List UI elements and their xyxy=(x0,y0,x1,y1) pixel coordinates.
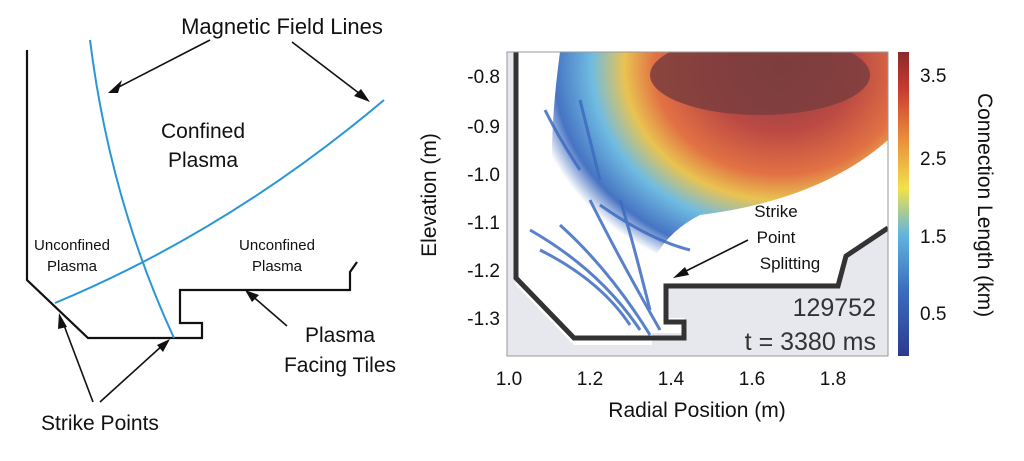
y-tick: -1.1 xyxy=(467,213,500,234)
strike-points-label: Strike Points xyxy=(41,412,159,435)
x-ticks: 1.0 1.2 1.4 1.6 1.8 xyxy=(496,369,846,390)
x-tick: 1.2 xyxy=(577,369,603,390)
plasma-facing-tiles-line2: Facing Tiles xyxy=(284,354,396,377)
y-tick: -0.9 xyxy=(467,117,500,138)
magnetic-field-lines-label: Magnetic Field Lines xyxy=(181,14,383,39)
colorbar-gradient xyxy=(898,52,909,356)
arrow-head xyxy=(157,339,170,352)
y-tick: -0.8 xyxy=(467,67,500,88)
x-tick: 1.0 xyxy=(496,369,522,390)
colorbar-tick: 2.5 xyxy=(920,149,946,170)
y-tick: -1.0 xyxy=(467,165,500,186)
strike-point-legs xyxy=(529,99,691,336)
colorbar-tick: 3.5 xyxy=(920,66,946,87)
unconfined-left-line2: Plasma xyxy=(47,258,98,275)
arrow-to-right-field-line xyxy=(291,41,365,98)
arrow-head xyxy=(108,80,122,93)
arrow-head xyxy=(245,290,259,302)
time-label: t = 3380 ms xyxy=(745,328,876,356)
arrow-head xyxy=(58,313,67,329)
right-plot: Strike Point Splitting 129752 t = 3380 m… xyxy=(418,51,889,422)
annotation-arrow xyxy=(679,239,749,275)
confined-plasma-line1: Confined xyxy=(161,120,245,143)
left-schematic: Magnetic Field Lines Confined Plasma Unc… xyxy=(25,14,396,435)
x-tick: 1.8 xyxy=(820,369,846,390)
colorbar: 3.5 2.5 1.5 0.5 Connection Length (km) xyxy=(898,52,996,356)
field-line-left xyxy=(89,39,175,339)
y-tick: -1.2 xyxy=(467,261,500,282)
y-tick: -1.3 xyxy=(467,309,500,330)
annotation-strike: Strike xyxy=(754,202,797,221)
arrow-to-left-field-line xyxy=(112,39,211,91)
shot-number: 129752 xyxy=(793,294,876,322)
connection-length-map xyxy=(552,52,888,340)
arrow-head xyxy=(673,267,689,278)
plot-frame xyxy=(506,51,889,357)
unconfined-right-line2: Plasma xyxy=(252,258,303,275)
wall-outline xyxy=(513,52,888,341)
x-tick: 1.6 xyxy=(739,369,765,390)
annotation-splitting: Splitting xyxy=(760,254,820,273)
x-tick: 1.4 xyxy=(658,369,685,390)
colorbar-tick: 0.5 xyxy=(920,304,946,325)
arrow-head xyxy=(354,89,370,102)
arrow-to-strike-point-1 xyxy=(61,319,94,403)
vessel-wall xyxy=(25,50,358,340)
arrow-to-strike-point-2 xyxy=(99,343,165,403)
core-region xyxy=(650,52,870,115)
y-axis-label: Elevation (m) xyxy=(418,133,441,257)
confined-plasma-line2: Plasma xyxy=(168,149,238,172)
arrow-to-tiles xyxy=(249,293,288,327)
x-axis-label: Radial Position (m) xyxy=(608,399,785,422)
colorbar-tick: 1.5 xyxy=(920,227,946,248)
field-line-right xyxy=(54,99,385,304)
plasma-facing-tiles-line1: Plasma xyxy=(305,324,375,347)
colorbar-label: Connection Length (km) xyxy=(973,93,996,317)
y-ticks: -0.8 -0.9 -1.0 -1.1 -1.2 -1.3 xyxy=(467,67,500,330)
unconfined-left-line1: Unconfined xyxy=(34,237,110,254)
unconfined-right-line1: Unconfined xyxy=(239,237,315,254)
annotation-point: Point xyxy=(757,228,796,247)
